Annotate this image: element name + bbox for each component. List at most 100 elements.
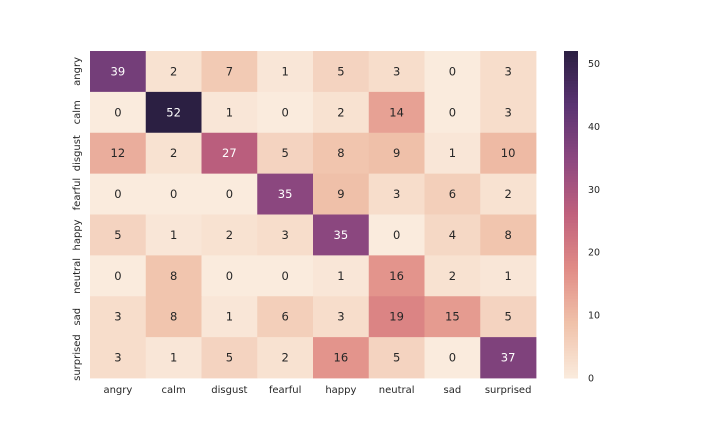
heatmap-cell-3-7: [480, 173, 537, 215]
cell-value-label: 5: [281, 146, 288, 160]
x-tick-label: neutral: [379, 385, 415, 396]
colorbar-slice: [564, 326, 578, 330]
heatmap-cell-2-5: [368, 132, 425, 175]
heatmap-cell-1-7: [480, 91, 537, 134]
colorbar-tick-label: 30: [588, 185, 600, 196]
cell-value-label: 3: [504, 105, 511, 119]
colorbar-slice: [564, 51, 578, 55]
heatmap-cell-7-5: [368, 337, 425, 379]
heatmap-cell-0-7: [480, 51, 537, 93]
heatmap-cell-2-6: [424, 132, 481, 175]
cell-value-label: 5: [504, 310, 511, 324]
colorbar-slice: [564, 236, 578, 240]
y-tick-label: sad: [72, 308, 83, 326]
colorbar-slice: [564, 282, 578, 286]
colorbar-slice: [564, 230, 578, 235]
colorbar-slice: [564, 249, 578, 254]
cell-value-label: 1: [504, 269, 511, 283]
heatmap-cell-3-6: [424, 173, 481, 215]
colorbar-slice: [564, 255, 578, 259]
colorbar-slice: [564, 339, 578, 344]
cell-value-label: 0: [114, 269, 121, 283]
cell-value-label: 9: [337, 187, 344, 201]
heatmap-cell-2-2: [201, 132, 258, 175]
colorbar-tick-label: 20: [588, 248, 600, 259]
heatmap-cell-6-7: [480, 296, 537, 338]
colorbar-slice: [564, 277, 578, 281]
colorbar-slice: [564, 86, 578, 90]
colorbar-slice: [564, 203, 578, 207]
colorbar-slice: [564, 222, 578, 226]
cell-value-label: 8: [504, 228, 511, 242]
cell-value-label: 2: [281, 351, 288, 365]
y-tick-label: surprised: [72, 334, 83, 381]
colorbar-slice: [564, 219, 578, 224]
heatmap-cell-3-4: [313, 173, 370, 215]
colorbar-slice: [564, 132, 578, 136]
heatmap-cell-6-6: [424, 296, 481, 338]
colorbar-slice: [564, 189, 578, 194]
heatmap-cell-1-2: [201, 91, 258, 134]
colorbar-slice: [564, 269, 578, 273]
colorbar-slice: [564, 214, 578, 218]
heatmap-cell-3-2: [201, 173, 258, 215]
colorbar-slice: [564, 307, 578, 311]
colorbar-slice: [564, 334, 578, 338]
colorbar-slice: [564, 296, 578, 300]
colorbar-slice: [564, 61, 578, 66]
colorbar-slice: [564, 241, 578, 245]
heatmap-cell-7-6: [424, 337, 481, 379]
cell-value-label: 1: [170, 228, 177, 242]
colorbar-slice: [564, 146, 578, 150]
colorbar-slice: [564, 247, 578, 251]
cell-value-label: 2: [504, 187, 511, 201]
colorbar-slice: [564, 260, 578, 265]
colorbar-slice: [564, 187, 578, 191]
heatmap-cell-7-0: [90, 337, 147, 379]
colorbar-slice: [564, 151, 578, 156]
x-tick-label: disgust: [211, 385, 247, 396]
heatmap-cell-2-7: [480, 132, 537, 175]
colorbar-slice: [564, 113, 578, 117]
colorbar-slice: [564, 162, 578, 166]
colorbar-tick-label: 10: [588, 311, 600, 322]
x-tick-label: calm: [162, 385, 186, 396]
heatmap-cell-7-4: [313, 337, 370, 379]
colorbar-slice: [564, 72, 578, 77]
cell-value-label: 39: [111, 64, 126, 78]
heatmap-cell-1-4: [313, 91, 370, 134]
colorbar-slice: [564, 168, 578, 172]
y-tick-label: calm: [72, 100, 83, 124]
cell-value-label: 4: [449, 228, 456, 242]
heatmap-cell-6-5: [368, 296, 425, 338]
cell-value-label: 15: [445, 310, 460, 324]
colorbar-slice: [564, 170, 578, 175]
colorbar-slice: [564, 372, 578, 376]
colorbar-tick-label: 0: [588, 374, 594, 385]
cell-value-label: 12: [111, 146, 126, 160]
colorbar-slice: [564, 301, 578, 305]
colorbar-slice: [564, 127, 578, 131]
x-tick-label: happy: [325, 385, 356, 396]
cell-value-label: 37: [501, 351, 516, 365]
heatmap-cell-6-0: [90, 296, 147, 338]
heatmap-cell-5-3: [257, 255, 314, 297]
colorbar-slice: [564, 209, 578, 213]
heatmap-cell-3-5: [368, 173, 425, 215]
colorbar-slice: [564, 97, 578, 101]
colorbar-slice: [564, 53, 578, 57]
cell-value-label: 7: [226, 64, 233, 78]
heatmap-cell-7-3: [257, 337, 314, 379]
colorbar-slice: [564, 323, 578, 327]
cell-value-label: 14: [389, 105, 404, 119]
colorbar-slice: [564, 290, 578, 295]
cell-value-label: 3: [114, 310, 121, 324]
heatmap-cell-1-3: [257, 91, 314, 134]
heatmap-cell-4-1: [145, 214, 202, 256]
heatmap-cell-4-7: [480, 214, 537, 256]
cell-value-label: 0: [114, 105, 121, 119]
colorbar-slice: [564, 345, 578, 349]
cell-value-label: 27: [222, 146, 237, 160]
cell-value-label: 5: [226, 351, 233, 365]
colorbar-slice: [564, 328, 578, 333]
